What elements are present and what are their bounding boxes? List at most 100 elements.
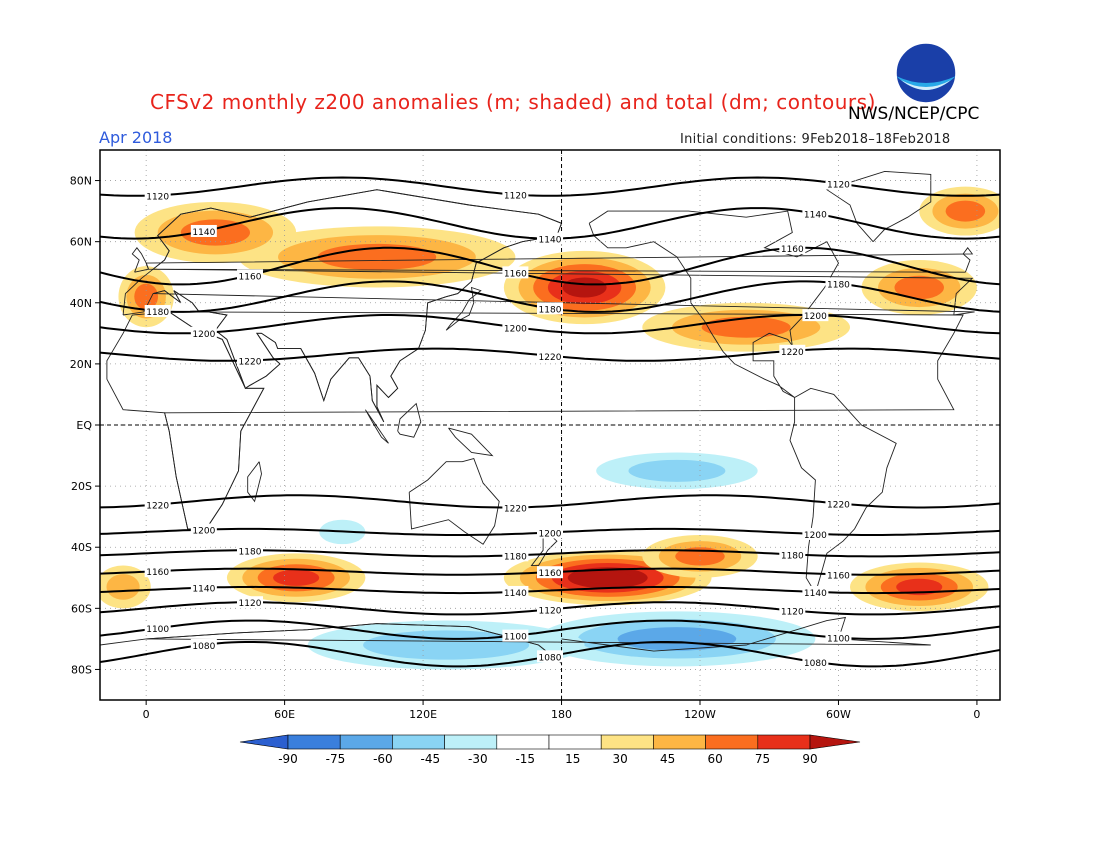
contour-label-bg (537, 302, 563, 315)
colorbar: -90 -75 -60 -45 -30 -15 15 30 45 60 75 90 (239, 734, 861, 766)
colorbar-segment (548, 734, 602, 750)
colorbar-segment (653, 734, 706, 750)
lon-label: 0 (143, 708, 150, 721)
contour-label: 1100 (146, 625, 169, 635)
contour-label: 1200 (192, 330, 215, 340)
coastline (365, 409, 389, 444)
contour-label-bg (537, 566, 563, 579)
contour-label: 1140 (539, 236, 562, 246)
contour-label: 1140 (504, 589, 527, 599)
contour-label-bg (144, 305, 171, 318)
lat-label: 60S (71, 602, 92, 615)
colorbar-segment (392, 734, 445, 750)
contour-label-bg (802, 527, 829, 540)
anomaly-blob (894, 275, 944, 300)
contour-label: 1080 (539, 653, 562, 663)
contour-label-bg (802, 656, 829, 669)
contour-label-bg (237, 354, 263, 367)
colorbar-segment (600, 734, 654, 750)
colorbar-label: -30 (468, 752, 488, 766)
lat-label: 20N (70, 358, 92, 371)
colorbar-segment (757, 734, 811, 750)
colorbar-arrow-right (809, 734, 861, 750)
contour-label: 1200 (804, 312, 827, 322)
colorbar-label: -75 (326, 752, 346, 766)
colorbar-label: 45 (660, 752, 675, 766)
anomaly-blob (701, 316, 791, 338)
contour-label: 1200 (504, 324, 527, 334)
noaa-logo-icon (895, 42, 957, 104)
contour-label: 1120 (239, 599, 262, 609)
contour-label: 1100 (827, 635, 850, 645)
coastline (588, 210, 840, 398)
contour-label: 1160 (146, 568, 169, 578)
lon-label: 60E (274, 708, 295, 721)
contour-label: 1140 (804, 589, 827, 599)
contour-label-bg (190, 581, 217, 594)
coastline (445, 286, 482, 331)
contour-label: 1220 (539, 353, 562, 363)
anomaly-blob (106, 574, 140, 600)
colorbar-segment (705, 734, 759, 750)
contour-label: 1160 (239, 272, 262, 282)
contour-label-bg (190, 326, 217, 339)
colorbar-label: -45 (421, 752, 441, 766)
contour-label: 1160 (539, 569, 562, 579)
contour-label-bg (537, 349, 563, 362)
lat-label: 20S (71, 480, 92, 493)
contour-label-bg (144, 189, 171, 202)
contour-label: 1180 (504, 552, 527, 562)
coastline (825, 170, 932, 243)
contour-label-bg (802, 207, 829, 220)
contour-label: 1140 (192, 585, 215, 595)
lat-label: 80S (71, 663, 92, 676)
anomaly-blob (945, 200, 986, 222)
contour-label-bg (502, 501, 529, 514)
contour-line (100, 314, 1000, 335)
contour-label-bg (144, 622, 171, 635)
anomaly-shading (100, 186, 1000, 670)
contour-label-bg (825, 277, 852, 290)
contour-label: 1160 (504, 269, 527, 279)
contour-label-bg (825, 177, 852, 190)
contour-label-bg (144, 565, 171, 578)
contour-label: 1180 (239, 547, 262, 557)
contour-label: 1080 (804, 659, 827, 669)
contour-label-bg (237, 596, 263, 609)
anomaly-blob (134, 283, 159, 310)
contour-label-bg (537, 603, 563, 616)
colorbar-label: 15 (565, 752, 580, 766)
contour-label: 1220 (146, 501, 169, 511)
colorbar-segment (496, 734, 550, 750)
contour-label: 1220 (781, 348, 804, 358)
agency-label: NWS/NCEP/CPC (848, 104, 980, 124)
contour-label: 1120 (146, 192, 169, 202)
colorbar-arrow-left (239, 734, 289, 750)
coastline (100, 623, 562, 664)
colorbar-segment (444, 734, 498, 750)
lon-label: 120W (684, 708, 716, 721)
contour-label: 1140 (804, 211, 827, 221)
contour-label: 1180 (146, 308, 169, 318)
contour-label-bg (825, 631, 852, 644)
contour-label-bg (144, 498, 171, 511)
contour-label-bg (502, 549, 529, 562)
contour-label-bg (537, 650, 563, 663)
contour-line (100, 585, 1000, 595)
contour-label-bg (802, 585, 829, 598)
contour-label: 1220 (239, 357, 262, 367)
forecast-period: Apr 2018 (99, 128, 173, 147)
lon-label: 60W (826, 708, 851, 721)
lon-label: 0 (973, 708, 980, 721)
lat-label: EQ (76, 419, 92, 432)
coastline (106, 311, 265, 530)
contour-label-bg (190, 523, 217, 536)
chart-title: CFSv2 monthly z200 anomalies (m; shaded)… (150, 90, 876, 114)
contour-label: 1220 (827, 500, 850, 510)
contour-label-bg (537, 526, 563, 539)
contour-label: 1220 (504, 504, 527, 514)
colorbar-label: -60 (373, 752, 393, 766)
lat-label: 60N (70, 236, 92, 249)
coastline (789, 387, 897, 595)
